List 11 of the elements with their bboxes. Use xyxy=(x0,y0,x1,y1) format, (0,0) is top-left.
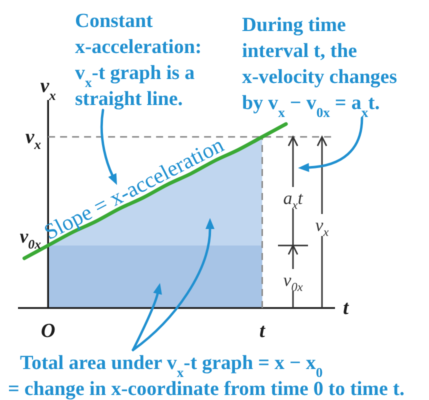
text: Total area under v$_{x}$-t graph = x − x$_{0}$ = change in x-coordinate from time 0 to time t. xyxy=(8,352,404,400)
text: During time interval t, the x-velocity changes by v$_{x}$ − v$_{0x}$ = a$_{x}$t. xyxy=(242,14,397,120)
ref-line-label: v$_{x}$ xyxy=(25,126,42,152)
y-axis-title: v$_{x}$ xyxy=(40,75,56,102)
text: v$_{x}$ xyxy=(315,215,330,239)
x-tick-label: O xyxy=(40,320,56,342)
annotation: a$_{x}$t xyxy=(283,188,304,212)
x-axis-title: t xyxy=(343,297,350,319)
annotation: v$_{0x}$ xyxy=(20,226,42,252)
annotation: v$_{0x}$ xyxy=(283,270,304,294)
text: Constant x-acceleration: v$_{x}$-t graph is a straight line. xyxy=(75,10,202,110)
